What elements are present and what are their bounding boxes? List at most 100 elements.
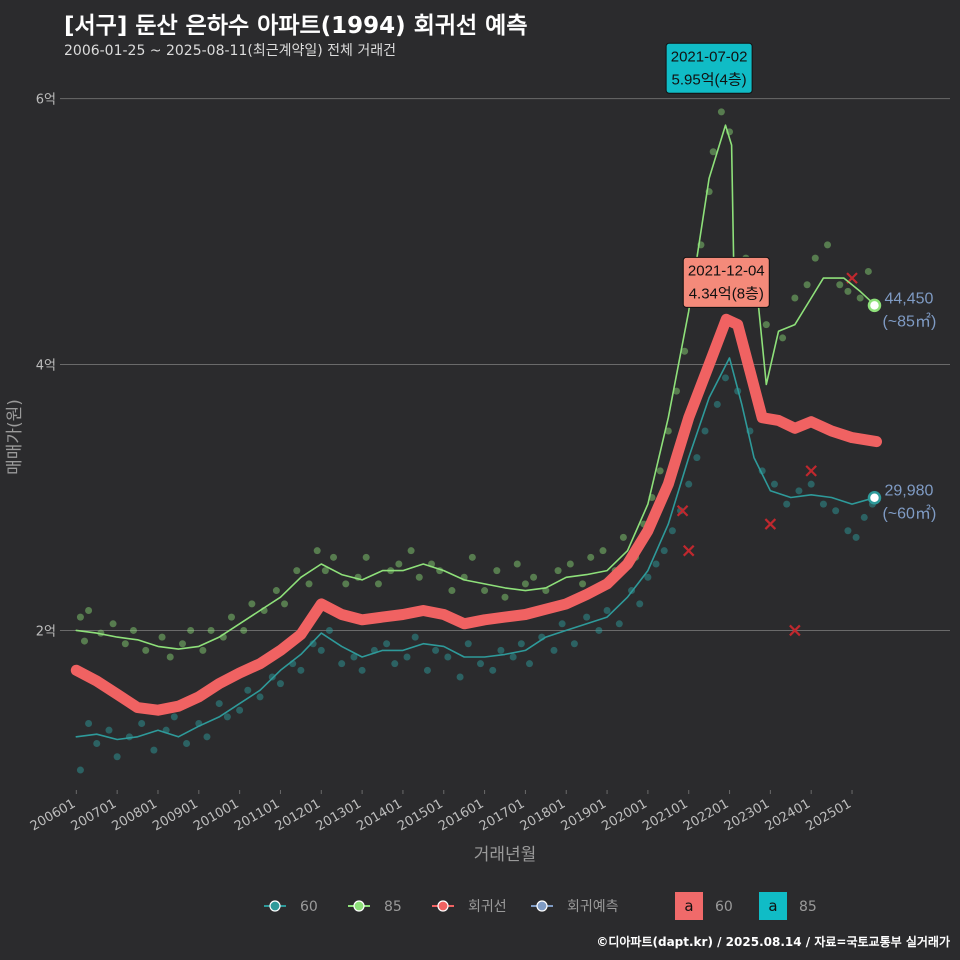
- point-60-23: [317, 646, 325, 654]
- y-tick-label-2: 6억: [36, 93, 56, 108]
- chart-title: [서구] 둔산 은하수 아파트(1994) 회귀선 예측: [64, 13, 528, 39]
- point-85-7: [142, 646, 150, 654]
- y-axis-title: 매매가(원): [5, 399, 25, 475]
- x-tick-label-12: 201801: [518, 796, 568, 834]
- point-85-49: [587, 553, 595, 561]
- point-85-2: [85, 607, 93, 614]
- legend-label-1: 85: [384, 899, 402, 915]
- x-tick-label-18: 202401: [763, 796, 813, 834]
- cancelled-trade-mark-3: [789, 624, 801, 637]
- point-60-40: [497, 646, 505, 654]
- footer-credit: ©디아파트(dapt.kr) / 2025.08.14 / 자료=국토교통부 실…: [596, 935, 950, 949]
- cancelled-trade-stroke-b-0: [676, 504, 689, 517]
- point-60-42: [517, 640, 525, 648]
- point-85-72: [824, 241, 832, 249]
- x-tick-label-7: 201301: [314, 796, 364, 834]
- cancelled-trade-stroke-b-3: [789, 624, 801, 637]
- legend-label-0: 60: [300, 899, 318, 915]
- point-85-58: [672, 387, 680, 395]
- point-85-39: [481, 587, 489, 595]
- point-60-21: [297, 666, 305, 674]
- point-85-59: [681, 347, 689, 355]
- annotation-layer: 44,450 (~85㎡) 29,980 (~60㎡) 2021-07-02 5.95억(…: [665, 42, 936, 523]
- point-85-75: [856, 294, 864, 302]
- point-85-70: [803, 281, 811, 289]
- point-85-15: [227, 613, 235, 621]
- point-85-57: [664, 427, 672, 435]
- point-85-67: [762, 321, 770, 329]
- point-60-67: [770, 480, 778, 488]
- point-85-71: [811, 254, 819, 262]
- point-85-48: [579, 580, 587, 588]
- point-60-63: [721, 374, 729, 382]
- point-60-18: [268, 673, 276, 681]
- x-tick-label-15: 202101: [640, 796, 690, 834]
- callout-date-reg: 2021-12-04: [688, 262, 765, 279]
- point-60-9: [170, 713, 178, 721]
- x-axis-title: 거래년월: [474, 845, 537, 865]
- point-60-62: [713, 400, 721, 408]
- series-line-60: [75, 357, 876, 741]
- point-85-40: [493, 567, 501, 575]
- callout-reg: 2021-12-04 4.34억(8층): [682, 256, 770, 308]
- point-60-37: [464, 640, 472, 648]
- x-tick-label-11: 201701: [477, 796, 527, 834]
- point-60-46: [558, 620, 566, 628]
- point-60-50: [603, 607, 611, 614]
- point-60-68: [783, 500, 791, 508]
- point-85-29: [374, 580, 382, 588]
- point-85-0: [76, 613, 84, 621]
- point-60-61: [701, 427, 709, 435]
- series-line-regression: [70, 313, 882, 716]
- point-85-28: [362, 553, 370, 561]
- point-85-41: [501, 593, 509, 601]
- end-marker-s60: [867, 490, 882, 505]
- point-85-42: [513, 560, 521, 568]
- point-60-35: [444, 653, 452, 661]
- legend-marker-1: [353, 900, 365, 912]
- x-tick-label-2: 200801: [109, 796, 159, 834]
- point-60-54: [644, 573, 652, 581]
- point-60-56: [660, 547, 668, 555]
- point-60-38: [477, 660, 485, 668]
- point-60-34: [432, 646, 440, 654]
- point-60-1: [85, 720, 93, 728]
- point-60-75: [860, 513, 868, 521]
- legend-label-2: 회귀선: [468, 899, 507, 915]
- x-tick-label-16: 202201: [681, 796, 731, 834]
- end-area-s85: (~85㎡): [882, 312, 936, 330]
- point-85-38: [468, 553, 476, 561]
- point-85-20: [281, 600, 289, 608]
- x-tick-label-17: 202301: [722, 796, 772, 834]
- point-60-26: [350, 653, 358, 661]
- x-tick-label-19: 202501: [804, 796, 854, 834]
- y-tick-label-0: 2억: [36, 624, 56, 639]
- point-85-36: [448, 587, 456, 595]
- point-60-70: [807, 480, 815, 488]
- point-85-63: [709, 148, 717, 156]
- point-85-16: [240, 626, 248, 634]
- point-85-1: [80, 637, 88, 645]
- point-60-71: [819, 500, 827, 508]
- point-60-25: [338, 660, 346, 668]
- legend-box-glyph-0: a: [684, 897, 693, 915]
- point-85-47: [566, 560, 574, 568]
- point-85-46: [554, 567, 562, 575]
- legend-box-1: [759, 892, 787, 920]
- point-60-19: [276, 680, 284, 688]
- x-tick-label-8: 201401: [354, 796, 404, 834]
- end-marker-s85: [867, 298, 882, 313]
- cancelled-trade-mark-4: [805, 465, 817, 477]
- point-60-29: [383, 640, 391, 648]
- point-85-76: [864, 267, 872, 275]
- point-60-30: [391, 660, 399, 668]
- point-85-6: [129, 626, 137, 634]
- legend-box-item-0: a 60: [675, 892, 733, 920]
- point-85-22: [305, 580, 313, 588]
- point-85-73: [836, 281, 844, 289]
- point-85-10: [178, 640, 186, 648]
- point-85-23: [313, 547, 321, 555]
- point-85-25: [330, 553, 338, 561]
- point-60-31: [403, 653, 411, 661]
